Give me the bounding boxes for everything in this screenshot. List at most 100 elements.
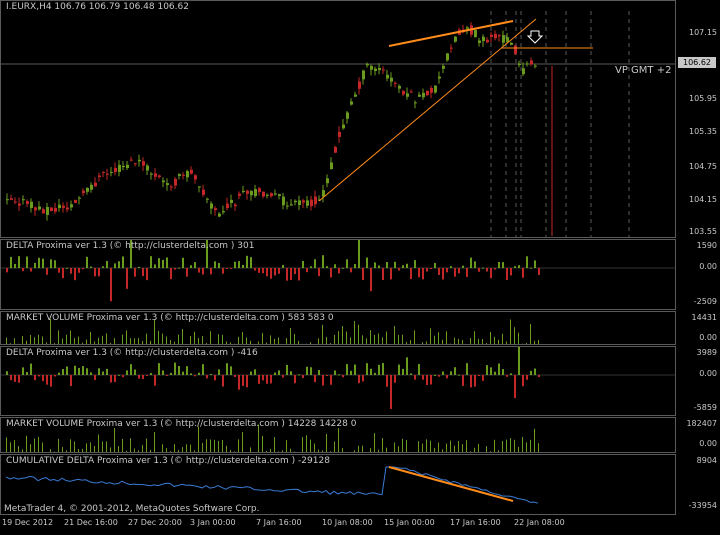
delta-bar <box>330 268 332 278</box>
delta-bar <box>150 256 152 268</box>
delta-bar <box>478 375 480 377</box>
candle-body <box>10 198 13 200</box>
delta-bar <box>18 256 20 268</box>
price-chart-panel[interactable]: I.EURX,H4 106.76 106.79 106.48 106.62 VP… <box>0 0 676 238</box>
delta-bar <box>278 370 280 375</box>
volume-bar <box>130 338 131 344</box>
volume-bar <box>50 449 51 452</box>
candle-body <box>6 199 9 201</box>
candle-body <box>530 60 533 65</box>
delta-bar <box>526 256 528 268</box>
delta-bar <box>538 375 540 378</box>
delta-bar <box>366 257 368 268</box>
delta-bar <box>254 369 256 375</box>
delta-bar <box>526 375 528 380</box>
candle-body <box>370 65 373 70</box>
volume-bar <box>90 331 91 344</box>
volume-bar <box>274 437 275 452</box>
volume-bar <box>250 447 251 452</box>
volume-bar <box>122 334 123 344</box>
delta-panel-1[interactable]: DELTA Proxima ver 1.3 (© http://clusterd… <box>0 239 676 310</box>
volume-panel-1[interactable]: MARKET VOLUME Proxima ver 1.3 (© http://… <box>0 311 676 345</box>
trendline-rising <box>318 18 537 202</box>
delta-bar <box>434 374 436 376</box>
delta-bar <box>302 375 304 379</box>
volume-bar <box>470 338 471 344</box>
volume-bar <box>6 437 7 452</box>
volume-bar <box>102 335 103 344</box>
delta-bar <box>230 268 232 269</box>
candle-body <box>306 200 309 206</box>
down-arrow-icon <box>526 30 544 44</box>
delta-bar <box>394 375 396 383</box>
delta-bar <box>330 375 332 385</box>
volume-bar <box>134 448 135 452</box>
volume-panel-1-label: MARKET VOLUME Proxima ver 1.3 (© http://… <box>6 313 334 323</box>
volume-bar <box>446 443 447 452</box>
candle-body <box>362 70 365 80</box>
delta-bar <box>506 268 508 280</box>
delta-bar <box>174 268 176 270</box>
volume-axis-1: 14431 0.00 <box>676 311 720 345</box>
volume-bar <box>278 451 279 452</box>
volume-bar <box>522 436 523 452</box>
volume-bar <box>374 335 375 344</box>
delta-bar <box>14 375 16 382</box>
candle-body <box>298 200 301 206</box>
delta-bar <box>486 365 488 375</box>
volume-bar <box>262 435 263 452</box>
delta-bar <box>162 370 164 375</box>
volume-bar <box>70 439 71 452</box>
delta-bar <box>402 368 404 375</box>
price-chart-canvas[interactable] <box>1 1 676 238</box>
volume-bar <box>406 440 407 452</box>
delta-bar <box>138 375 140 379</box>
delta-bar <box>178 267 180 269</box>
delta-bar <box>262 375 264 381</box>
delta-bar <box>34 375 36 381</box>
delta-bar <box>222 268 224 274</box>
delta-bar <box>350 268 352 273</box>
volume-bar <box>118 446 119 452</box>
candle-body <box>418 94 421 97</box>
delta-bar <box>62 369 64 375</box>
volume-bar <box>338 331 339 344</box>
volume-bar <box>298 340 299 344</box>
volume-bar <box>162 444 163 452</box>
delta-panel-2[interactable]: DELTA Proxima ver 1.3 (© http://clusterd… <box>0 346 676 416</box>
volume-panel-2-label: MARKET VOLUME Proxima ver 1.3 (© http://… <box>6 419 357 429</box>
volume-bar <box>38 436 39 452</box>
delta-bar <box>50 375 52 387</box>
volume-bar <box>510 438 511 452</box>
delta-bar <box>278 268 280 274</box>
candle-body <box>190 169 193 174</box>
volume-bar <box>22 335 23 344</box>
delta-bar <box>478 268 480 272</box>
time-label: 17 Jan 16:00 <box>450 518 501 527</box>
candle-body <box>154 173 157 177</box>
volume-bar <box>154 432 155 452</box>
delta-bar <box>474 261 476 268</box>
volume-bar <box>326 433 327 452</box>
volume-bar <box>106 333 107 344</box>
delta-bar <box>390 375 392 409</box>
volume-bar <box>402 438 403 452</box>
delta-bar <box>26 372 28 375</box>
volume-bar <box>54 451 55 452</box>
candle-body <box>14 201 17 203</box>
delta-bar <box>122 375 124 378</box>
candle-body <box>514 45 517 54</box>
delta-bar <box>358 240 360 268</box>
cumulative-delta-panel[interactable]: CUMULATIVE DELTA Proxima ver 1.3 (© http… <box>0 454 676 515</box>
candle-body <box>178 174 181 176</box>
volume-panel-2[interactable]: MARKET VOLUME Proxima ver 1.3 (© http://… <box>0 417 676 453</box>
delta-bar <box>410 373 412 375</box>
volume-bar <box>230 449 231 452</box>
candle-body <box>38 206 41 210</box>
volume-bar <box>214 439 215 452</box>
axis-tick: 0.00 <box>699 369 717 378</box>
candle-body <box>162 180 165 183</box>
delta-bar <box>158 258 160 268</box>
volume-bar <box>358 324 359 344</box>
candle-body <box>438 76 441 79</box>
